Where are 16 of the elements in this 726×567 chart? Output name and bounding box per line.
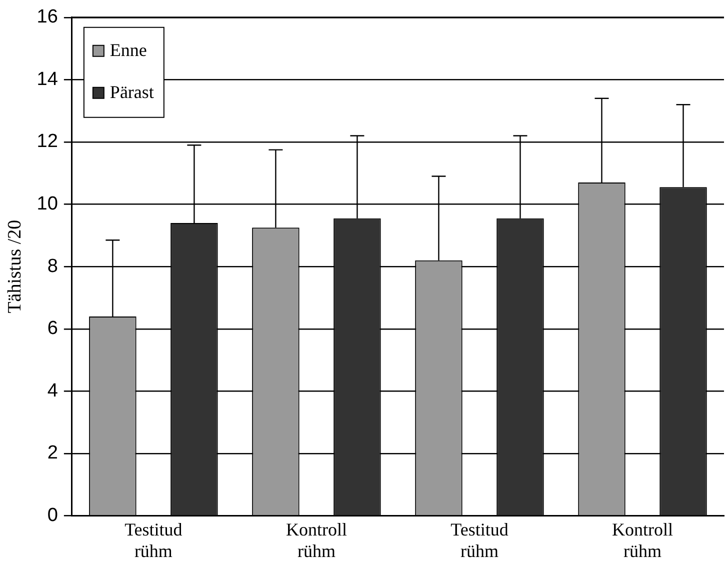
x-tick-label: Testitud rühm (124, 519, 182, 561)
y-tick-label: 16 (36, 6, 58, 28)
y-tick-label: 4 (47, 380, 58, 402)
y-tick-label: 10 (36, 194, 58, 215)
y-axis-title: Tähistus /20 (4, 220, 26, 314)
y-tick-label: 8 (47, 256, 58, 277)
x-tick-label: Testitud rühm (450, 519, 508, 561)
legend-label: Enne (110, 40, 147, 60)
legend-label: Pärast (110, 82, 154, 102)
y-tick-label: 6 (47, 318, 58, 340)
y-tick-label: 2 (47, 442, 58, 464)
x-tick-label: Kontroll rühm (286, 519, 347, 561)
y-tick-label: 12 (36, 131, 58, 152)
y-tick-label: 14 (36, 68, 58, 90)
x-tick-label: Kontroll rühm (612, 519, 673, 561)
y-tick-label: 0 (47, 505, 58, 526)
